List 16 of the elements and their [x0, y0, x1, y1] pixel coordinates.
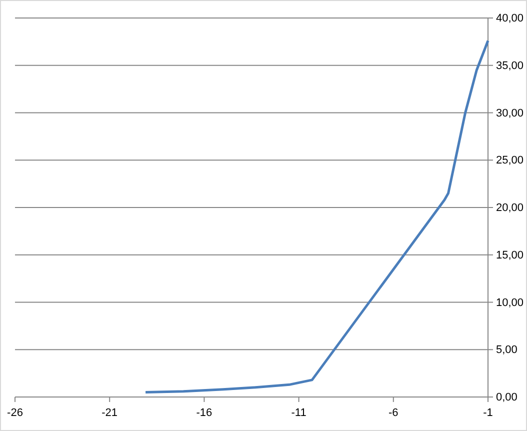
x-tick-label: -16: [196, 407, 212, 419]
line-series: [144, 39, 490, 394]
y-tick-label: 40,00: [496, 12, 524, 25]
y-tick-label: 25,00: [496, 154, 524, 167]
x-tick-label: -11: [291, 407, 306, 419]
y-tick-label: 10,00: [496, 296, 524, 309]
y-tick-label: 0,00: [496, 392, 518, 404]
x-tick-label: -6: [388, 407, 398, 419]
x-tick-label: -1: [483, 407, 493, 419]
y-tick-label: 30,00: [496, 107, 524, 120]
x-tick-label: -21: [102, 407, 118, 419]
y-tick-label: 5,00: [496, 344, 518, 356]
x-tick-label: -26: [7, 407, 23, 419]
y-tick-label: 20,00: [496, 202, 524, 214]
y-tick-label: 15,00: [496, 249, 524, 262]
y-tick-label: 35,00: [496, 60, 524, 72]
